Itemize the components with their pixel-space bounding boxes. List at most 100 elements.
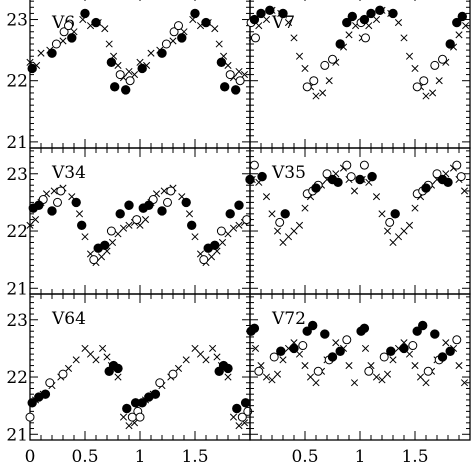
cross-point: [213, 353, 221, 361]
cross-point: [435, 77, 443, 85]
cross-point: [442, 339, 450, 347]
x-tick-label: 1: [135, 447, 146, 465]
open-circle-point: [430, 60, 440, 70]
cross-point: [72, 356, 80, 364]
cross-point: [306, 373, 315, 381]
open-circle-point: [125, 76, 135, 86]
cross-point: [378, 376, 386, 384]
open-circle-point: [135, 412, 145, 422]
cross-point: [235, 221, 243, 229]
open-circle-point: [249, 160, 259, 170]
filled-circle-point: [308, 320, 318, 331]
y-tick-label: 23: [6, 165, 28, 185]
cross-point: [400, 227, 408, 235]
x-tick-label: 1: [355, 447, 366, 465]
cross-point: [196, 350, 205, 358]
cross-point: [429, 89, 437, 97]
cross-point: [279, 238, 287, 247]
open-circle-point: [452, 160, 462, 170]
filled-circle-point: [187, 220, 197, 230]
open-circle-point: [423, 366, 433, 376]
open-circle-point: [64, 21, 73, 31]
x-tick-label: 0: [25, 447, 36, 465]
cross-point: [301, 204, 309, 212]
cross-point: [119, 224, 128, 232]
cross-point: [389, 238, 397, 247]
cross-point: [345, 362, 353, 370]
cross-point: [251, 344, 260, 352]
cross-point: [101, 25, 109, 33]
filled-circle-point: [265, 5, 275, 16]
cross-point: [59, 37, 67, 45]
filled-circle-point: [302, 326, 312, 336]
filled-circle-point: [34, 200, 44, 210]
cross-point: [218, 238, 227, 247]
open-circle-point: [322, 169, 332, 179]
cross-point: [290, 227, 298, 235]
open-circle-point: [408, 341, 418, 351]
panel-v34: V34 21 22 23: [6, 147, 252, 299]
y-tick-label: 22: [6, 72, 28, 92]
open-circle-point: [216, 226, 226, 236]
cross-point: [411, 362, 419, 370]
cross-point: [50, 187, 58, 195]
cross-point: [185, 210, 194, 218]
cross-point: [400, 34, 408, 42]
cross-point: [182, 356, 190, 364]
open-circle-point: [115, 70, 125, 80]
filled-circle-point: [137, 63, 147, 74]
cross-point: [460, 187, 469, 195]
filled-circle-point: [231, 85, 241, 95]
filled-circle-point: [280, 209, 290, 219]
y-tick-label: 22: [6, 368, 28, 388]
cross-point: [383, 370, 392, 378]
filled-circle-point: [113, 363, 123, 374]
cross-point: [350, 379, 359, 387]
open-circle-point: [452, 335, 462, 345]
cross-point: [174, 364, 183, 372]
open-circle-point: [419, 76, 429, 86]
filled-circle-point: [177, 33, 187, 43]
cross-point: [325, 77, 333, 85]
filled-circle-point: [289, 343, 299, 354]
cross-point: [405, 221, 414, 229]
cross-point: [462, 22, 470, 30]
cross-point: [160, 187, 168, 195]
cross-point: [114, 373, 122, 381]
cross-point: [235, 422, 243, 430]
filled-circle-point: [71, 197, 81, 208]
cross-point: [215, 40, 223, 48]
cross-point: [389, 356, 397, 364]
panel-v72: V72 0.5 1 1.5: [246, 293, 471, 465]
filled-circle-point: [367, 171, 377, 182]
cross-point: [290, 34, 298, 42]
y-tick-label: 23: [6, 311, 28, 331]
cross-point: [99, 344, 107, 352]
filled-circle-point: [335, 346, 345, 356]
filled-circle-point: [225, 209, 235, 219]
open-circle-point: [235, 76, 245, 86]
cross-point: [31, 216, 40, 224]
cross-point: [405, 52, 414, 60]
filled-circle-point: [122, 403, 132, 414]
filled-circle-point: [412, 326, 422, 336]
filled-circle-point: [443, 177, 453, 188]
filled-circle-point: [115, 209, 125, 219]
open-circle-point: [313, 366, 323, 376]
cross-point: [295, 350, 304, 358]
x-tick-label: 0.5: [71, 447, 98, 465]
filled-circle-point: [121, 85, 131, 95]
filled-circle-point: [445, 39, 455, 49]
filled-circle-point: [27, 63, 37, 74]
cross-point: [191, 233, 199, 241]
open-circle-point: [106, 226, 116, 236]
cross-point: [455, 31, 463, 39]
filled-circle-point: [249, 14, 260, 25]
y-tick-label: 23: [6, 11, 28, 31]
open-circle-point: [298, 341, 308, 351]
cross-point: [191, 344, 199, 352]
filled-circle-point: [347, 11, 357, 22]
cross-point: [92, 356, 100, 364]
cross-point: [405, 350, 414, 358]
x-tick-label: 0.5: [291, 447, 318, 465]
